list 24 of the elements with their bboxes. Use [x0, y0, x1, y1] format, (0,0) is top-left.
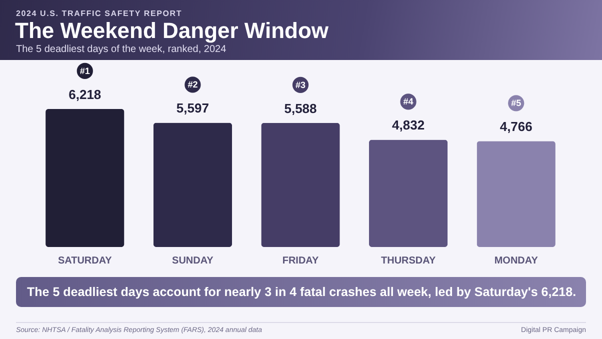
data-label: 6,218	[68, 86, 102, 102]
data-label: 5,588	[284, 100, 317, 116]
chart-title: The Weekend Danger Window	[15, 18, 329, 44]
text: #5	[511, 98, 522, 108]
bar	[476, 141, 556, 247]
bar	[368, 140, 448, 247]
chart-subtitle: The 5 deadliest days of the week, ranked, 2024	[16, 44, 226, 55]
text: #4	[403, 96, 414, 107]
x-tick-label: FRIDAY	[282, 256, 319, 266]
data-label: 4,766	[500, 119, 532, 134]
x-tick-label: SUNDAY	[172, 256, 214, 266]
text: #1	[80, 66, 90, 76]
x-tick-label: THURSDAY	[380, 256, 436, 266]
text: #2	[188, 80, 198, 90]
data-label: 5,597	[176, 100, 209, 116]
bar	[153, 122, 232, 247]
text: The 5 deadliest days account for nearly 3 in 4 fatal crashes all week, led by Saturday's 6,218.	[16, 277, 586, 307]
bar	[261, 122, 340, 247]
text: #3	[295, 80, 306, 90]
x-tick-label: MONDAY	[494, 256, 538, 266]
data-label: 4,832	[392, 118, 425, 133]
x-tick-label: SATURDAY	[58, 256, 112, 266]
text: 2024 U.S. TRAFFIC SAFETY REPORT	[16, 9, 182, 18]
bar	[46, 108, 124, 247]
